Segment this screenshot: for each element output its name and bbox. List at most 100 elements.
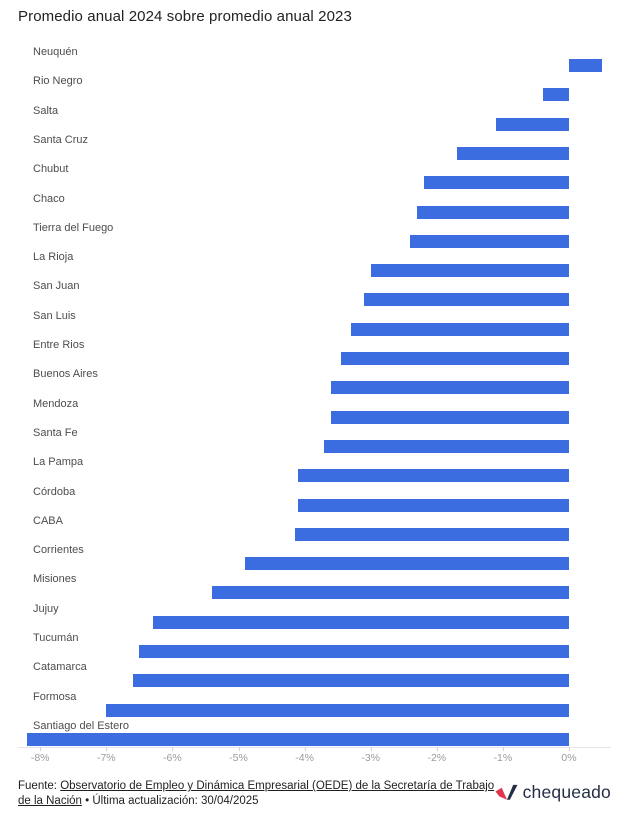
x-axis-tick: -3% [361,747,380,764]
value-bar [26,732,569,746]
value-bar [416,205,569,219]
category-label: Buenos Aires [33,368,98,381]
category-label: CABA [33,514,63,527]
value-bar [297,469,569,483]
value-bar [132,674,569,688]
value-bar [340,352,569,365]
x-axis-tick-label: -4% [295,752,314,764]
chequeado-check-icon [495,784,518,800]
check-left-stroke [495,787,507,800]
x-axis: -8% -7% -6% -5% -4% -3% -2% -1% 0% [0,747,623,771]
chart-row: Neuquén [0,45,623,74]
category-label: Jujuy [33,602,59,615]
chart-row: Corrientes [0,543,623,572]
chart-row: San Juan [0,279,623,308]
chart-row: Rio Negro [0,74,623,103]
value-bar [297,498,569,512]
chart-row: La Rioja [0,250,623,279]
x-axis-tick-label: 0% [561,752,577,764]
x-axis-tick: -1% [494,747,512,764]
chart-row: La Pampa [0,455,623,484]
chart-row: Buenos Aires [0,367,623,396]
x-axis-tick: -7% [97,747,116,764]
value-bar [331,410,569,424]
x-axis-tick: -5% [229,747,248,764]
check-right-stroke [506,784,518,800]
chart-row: Entre Rios [0,338,623,367]
value-bar [456,146,569,160]
chart-row: Santa Cruz [0,133,623,162]
category-label: Rio Negro [33,75,83,88]
value-bar [106,703,569,717]
category-label: Tucumán [33,632,79,644]
value-bar [212,586,569,600]
chart-row: San Luis [0,309,623,338]
category-label: Santa Cruz [33,133,89,146]
category-label: San Juan [33,280,80,293]
bar-chart-plot-area: Neuquén Rio Negro Salta Santa Cruz Chubut Cha… [0,45,623,750]
chart-row: Misiones [0,572,623,601]
x-axis-tick: -8% [31,747,50,764]
chart-row: CABA [0,514,623,543]
category-label: Tierra del Fuego [33,221,114,234]
source-prefix: Fuente: [18,780,61,792]
x-axis-tick-label: -3% [361,752,381,764]
category-label: La Rioja [33,251,74,264]
category-label: Santiago del Estero [33,719,130,732]
value-bar [410,234,569,248]
x-axis-tick: 0% [561,747,577,764]
chart-row: Chubut [0,162,623,191]
value-bar [370,264,569,278]
value-bar [331,381,569,395]
value-bar [496,117,569,131]
value-bar [139,645,569,658]
chart-row: Chaco [0,192,623,221]
chart-row: Catamarca [0,660,623,689]
category-label: Formosa [33,690,77,703]
x-axis-tick: -4% [295,747,314,764]
x-axis-tick-label: -5% [229,752,248,764]
chart-row: Formosa [0,690,623,719]
chequeado-logo: chequeado [495,782,611,803]
value-bar [152,615,569,629]
x-axis-line [18,747,611,748]
x-axis-tick-label: -7% [96,752,116,764]
source-suffix: • Última actualización: 30/04/2025 [81,794,259,807]
value-bar [569,59,603,72]
category-label: Chaco [33,192,65,205]
value-bar [364,293,569,307]
x-axis-tick-label: -2% [427,752,447,764]
x-axis-tick-label: -6% [163,752,182,764]
category-label: Misiones [33,573,77,586]
chart-row: Santa Fe [0,426,623,455]
category-label: Salta [33,104,59,117]
x-axis-tick: -6% [163,747,182,764]
chequeado-wordmark: chequeado [522,782,611,802]
category-label: Corrientes [33,544,84,557]
x-axis-tick-label: -8% [30,752,50,764]
category-label: Entre Rios [33,339,85,351]
source-text: Fuente: Observatorio de Empleo y Dinámic… [18,779,498,808]
category-label: La Pampa [33,456,84,469]
value-bar [294,527,569,541]
chart-title: Promedio anual 2024 sobre promedio anual… [18,8,352,25]
chart-row: Santiago del Estero [0,719,623,748]
chart-row: Tierra del Fuego [0,221,623,250]
x-axis-tick-label: -1% [493,752,513,764]
x-axis-tick: -2% [427,747,446,764]
chart-row: Tucumán [0,631,623,660]
chart-row: Córdoba [0,485,623,514]
chart-row: Salta [0,104,623,133]
value-bar [542,88,569,102]
category-label: Chubut [33,163,69,176]
category-label: Catamarca [33,661,87,674]
source-link[interactable]: Observatorio de Empleo y Dinámica Empres… [18,780,495,807]
category-label: Mendoza [33,397,79,410]
value-bar [245,557,569,571]
category-label: Córdoba [33,485,76,498]
value-bar [423,176,569,190]
value-bar [350,322,569,336]
value-bar [324,439,569,453]
category-label: Neuquén [33,46,78,58]
chart-row: Jujuy [0,602,623,631]
